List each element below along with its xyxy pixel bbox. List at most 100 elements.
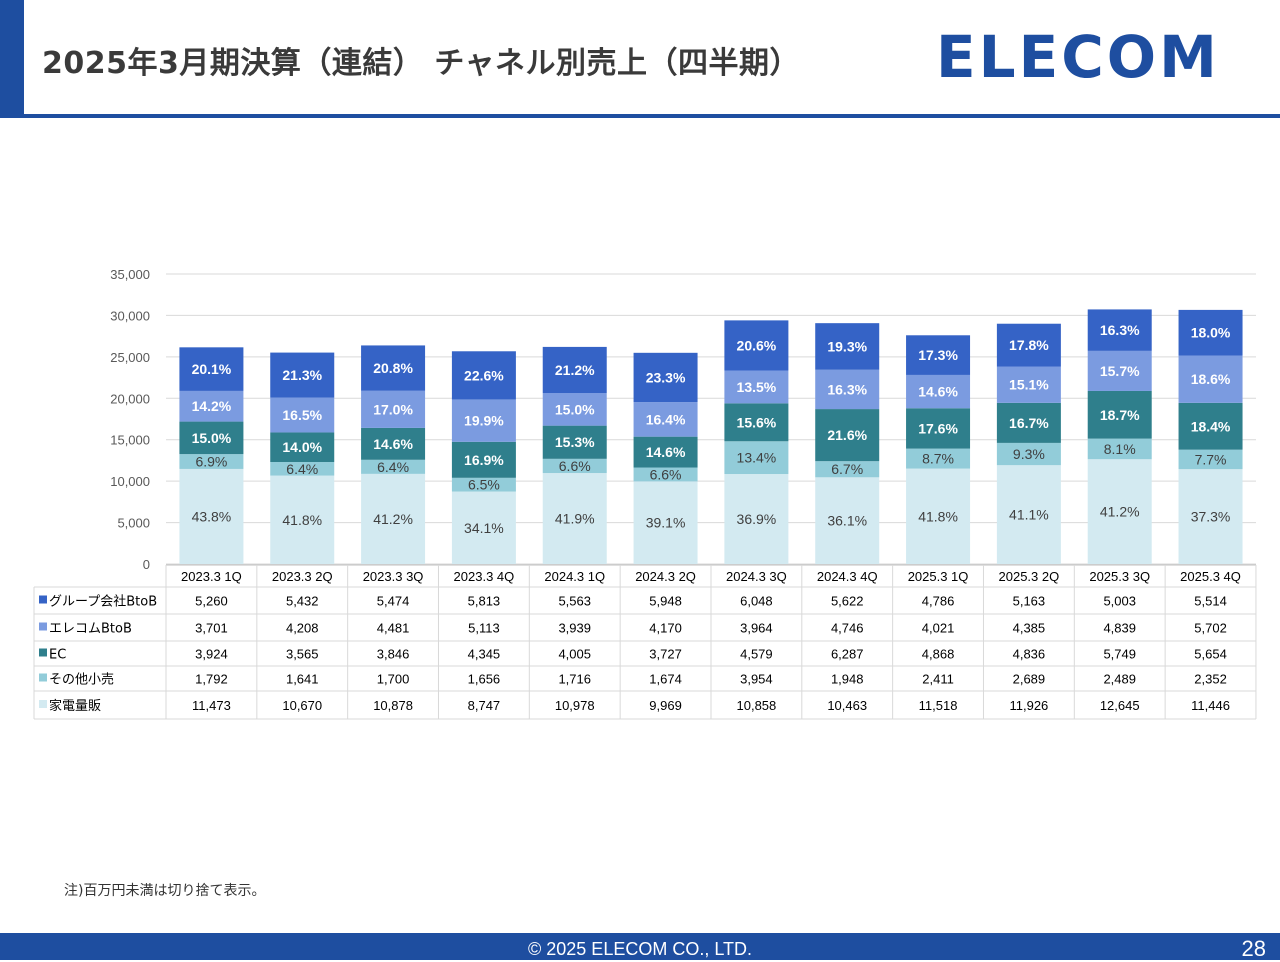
bar-segment [361, 473, 426, 564]
y-tick-label: 25,000 [110, 350, 150, 365]
y-tick-label: 10,000 [110, 474, 150, 489]
x-category-label: 2024.3 3Q [726, 569, 787, 584]
bar-segment [724, 474, 789, 564]
bar-percent-label: 17.3% [918, 347, 958, 363]
bar-segment [996, 323, 1061, 367]
table-cell: 5,113 [468, 621, 500, 636]
bar-percent-label: 21.6% [827, 427, 867, 443]
table-cell: 12,645 [1100, 698, 1140, 713]
bar-percent-label: 16.5% [282, 407, 322, 423]
bar-segment [1178, 469, 1243, 564]
legend-key [39, 648, 47, 657]
bar-percent-label: 17.8% [1009, 337, 1049, 353]
table-cell: 11,518 [919, 698, 958, 713]
bar-percent-label: 16.7% [1009, 415, 1049, 431]
table-cell: 10,858 [737, 698, 777, 713]
bar-percent-label: 17.0% [373, 401, 413, 417]
x-category-label: 2024.3 2Q [635, 569, 696, 584]
bar-segment [1087, 438, 1152, 460]
bar-segment [361, 459, 426, 474]
table-cell: 5,749 [1103, 647, 1136, 662]
bar-segment [815, 477, 880, 564]
table-cell: 4,839 [1103, 621, 1136, 636]
table-cell: 4,385 [1013, 621, 1046, 636]
y-tick-label: 0 [143, 557, 150, 572]
table-cell: 4,579 [740, 647, 773, 662]
table-cell: 4,481 [377, 621, 410, 636]
bar-segment [815, 323, 880, 370]
bar-segment [1087, 390, 1152, 439]
legend-label: エレコムBtoB [49, 622, 132, 637]
bar-percent-label: 8.7% [922, 451, 954, 467]
bar-percent-label: 15.0% [192, 430, 232, 446]
bar-percent-label: 18.7% [1100, 407, 1140, 423]
bar-percent-label: 15.0% [555, 401, 595, 417]
bar-percent-label: 20.1% [192, 361, 232, 377]
bar-percent-label: 8.1% [1104, 441, 1136, 457]
bar-percent-label: 34.1% [464, 520, 504, 536]
legend-key [39, 595, 47, 604]
header-accent-bar [0, 0, 24, 116]
table-cell: 8,747 [468, 698, 501, 713]
bar-segment [1087, 309, 1152, 351]
y-tick-label: 5,000 [117, 516, 150, 531]
table-cell: 4,746 [831, 621, 864, 636]
y-tick-label: 35,000 [110, 267, 150, 282]
bar-percent-label: 7.7% [1195, 451, 1227, 467]
bar-segment [633, 402, 698, 437]
bar-percent-label: 16.3% [827, 381, 867, 397]
table-cell: 2,689 [1013, 672, 1046, 687]
bar-percent-label: 9.3% [1013, 446, 1045, 462]
table-cell: 1,656 [468, 672, 501, 687]
bar-segment [633, 481, 698, 564]
bar-segment [1087, 350, 1152, 391]
bar-segment [996, 442, 1061, 466]
bar-percent-label: 17.6% [918, 420, 958, 436]
table-cell: 4,208 [286, 621, 319, 636]
x-category-label: 2023.3 2Q [272, 569, 333, 584]
table-cell: 5,654 [1194, 647, 1227, 662]
bar-percent-label: 6.6% [559, 458, 591, 474]
bar-percent-label: 41.2% [373, 511, 413, 527]
bar-percent-label: 19.3% [827, 338, 867, 354]
table-cell: 2,489 [1103, 672, 1136, 687]
bar-segment [633, 436, 698, 468]
table-cell: 5,163 [1013, 594, 1046, 609]
table-cell: 2,411 [922, 672, 954, 687]
table-cell: 5,003 [1103, 594, 1136, 609]
table-cell: 6,048 [740, 594, 773, 609]
bar-segment [906, 374, 971, 409]
legend-key [39, 673, 47, 682]
bar-percent-label: 16.9% [464, 452, 504, 468]
table-cell: 10,878 [373, 698, 413, 713]
bar-segment [1178, 355, 1243, 403]
bar-percent-label: 23.3% [646, 369, 686, 385]
x-category-label: 2025.3 3Q [1089, 569, 1150, 584]
bar-segment [270, 475, 335, 564]
header-divider [0, 114, 1280, 118]
bar-percent-label: 20.6% [737, 337, 777, 353]
bar-segment [996, 465, 1061, 564]
bar-percent-label: 18.6% [1191, 371, 1231, 387]
bar-percent-label: 18.0% [1191, 325, 1231, 341]
bar-segment [1087, 459, 1152, 564]
bar-segment [451, 351, 516, 400]
x-category-label: 2023.3 3Q [363, 569, 424, 584]
bar-segment [1178, 449, 1243, 470]
bar-segment [542, 473, 607, 564]
table-cell: 9,969 [649, 698, 682, 713]
bar-percent-label: 14.6% [918, 384, 958, 400]
bar-segment [996, 366, 1061, 403]
bar-percent-label: 19.9% [464, 413, 504, 429]
footnote: 注)百万円未満は切り捨て表示。 [64, 883, 266, 899]
table-cell: 3,846 [377, 647, 410, 662]
bar-segment [179, 347, 244, 391]
table-cell: 5,432 [286, 594, 319, 609]
bar-percent-label: 41.8% [918, 508, 958, 524]
legend-label: 家電量販 [49, 698, 101, 714]
bar-percent-label: 16.3% [1100, 322, 1140, 338]
bar-percent-label: 41.2% [1100, 504, 1140, 520]
table-cell: 5,948 [649, 594, 682, 609]
x-category-label: 2024.3 4Q [817, 569, 878, 584]
x-category-label: 2025.3 2Q [999, 569, 1060, 584]
